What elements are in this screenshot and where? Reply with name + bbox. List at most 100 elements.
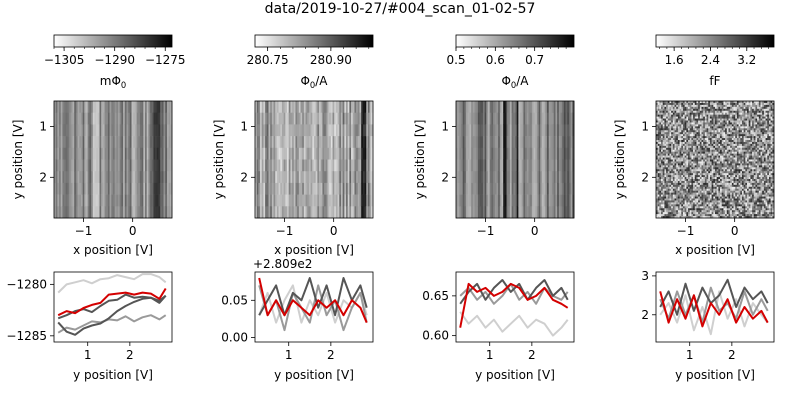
heatmap-cell: [516, 182, 519, 195]
heatmap-cell: [708, 149, 711, 152]
heatmap-cell: [720, 169, 723, 172]
heatmap-cell: [691, 175, 694, 178]
heatmap-cell: [701, 175, 704, 178]
heatmap-cell: [531, 159, 534, 172]
heatmap-cell: [511, 171, 514, 184]
heatmap-cell: [308, 171, 311, 184]
heatmap-cell: [694, 179, 697, 182]
heatmap-cell: [126, 136, 129, 149]
heatmap-cell: [731, 188, 734, 191]
heatmap-cell: [666, 196, 669, 199]
heatmap-cell: [718, 145, 721, 149]
heatmap-cell: [688, 204, 691, 207]
heatmap-cell: [310, 112, 313, 125]
heatmap-cell: [671, 188, 674, 191]
heatmap-cell: [723, 126, 726, 129]
heatmap-cell: [689, 128, 692, 131]
heatmap-cell: [709, 134, 712, 137]
heatmap-cell: [356, 101, 359, 113]
heatmap-cell: [706, 196, 709, 199]
heatmap-cell: [276, 159, 279, 172]
heatmap-cell: [314, 159, 316, 172]
heatmap-cell: [674, 116, 677, 119]
heatmap-cell: [335, 171, 338, 184]
heatmap-cell: [342, 112, 345, 125]
heatmap-cell: [129, 159, 132, 172]
heatmap-cell: [351, 182, 354, 195]
heatmap-cell: [75, 124, 78, 137]
heatmap-cell: [699, 134, 702, 137]
heatmap-cell: [79, 112, 82, 125]
heatmap-cell: [562, 159, 565, 172]
heatmap-cell: [703, 173, 706, 176]
heatmap-cell: [731, 110, 734, 113]
heatmap-cell: [138, 147, 141, 160]
heatmap-cell: [126, 206, 129, 219]
heatmap-cell: [153, 147, 156, 160]
heatmap-cell: [479, 159, 482, 172]
heatmap-cell: [718, 143, 721, 147]
heatmap-cell: [715, 216, 717, 219]
heatmap-cell: [677, 108, 680, 112]
heatmap-cell: [563, 182, 566, 195]
heatmap-cell: [711, 208, 714, 211]
heatmap-cell: [347, 206, 350, 219]
heatmap-cell: [701, 108, 704, 112]
heatmap-cell: [662, 134, 665, 137]
heatmap-cell: [168, 124, 171, 137]
heatmap-cell: [708, 143, 711, 147]
heatmap-cell: [148, 194, 151, 207]
heatmap-cell: [656, 124, 658, 127]
heatmap-cell: [679, 145, 682, 149]
heatmap-cell: [696, 114, 699, 117]
heatmap-cell: [113, 182, 115, 195]
heatmap-cell: [684, 120, 687, 123]
heatmap-cell: [666, 120, 669, 123]
heatmap-cell: [513, 101, 516, 113]
heatmap-cell: [666, 200, 669, 203]
heatmap-cell: [703, 106, 706, 110]
heatmap-cell: [708, 138, 711, 141]
heatmap-cell: [701, 157, 704, 160]
heatmap-cell: [287, 194, 290, 207]
heatmap-cell: [287, 159, 290, 172]
heatmap-cell: [723, 141, 726, 145]
heatmap-cell: [548, 136, 551, 149]
heatmap-cell: [699, 118, 702, 121]
heatmap-cell: [721, 108, 724, 112]
heatmap-cell: [682, 138, 685, 141]
heatmap-cell: [684, 122, 687, 125]
heatmap-cell: [467, 124, 470, 137]
heatmap-cell: [528, 112, 531, 125]
heatmap-cell: [686, 110, 689, 113]
heatmap-cell: [457, 124, 460, 137]
heatmap-cell: [565, 101, 568, 113]
heatmap-cell: [694, 130, 697, 133]
heatmap-cell: [530, 194, 533, 207]
heatmap-cell: [728, 171, 731, 174]
heatmap-cell: [686, 149, 689, 152]
heatmap-cell: [461, 124, 464, 137]
heatmap-cell: [133, 124, 136, 137]
heatmap-cell: [54, 147, 56, 160]
heatmap-cell: [114, 124, 117, 137]
heatmap-cell: [709, 188, 712, 191]
heatmap-cell: [533, 147, 536, 160]
heatmap-cell: [155, 112, 158, 125]
heatmap-cell: [320, 206, 323, 219]
heatmap-cell: [260, 147, 263, 160]
heatmap-cell: [342, 206, 345, 219]
heatmap-cell: [686, 122, 689, 125]
heatmap-cell: [661, 153, 664, 156]
heatmap-cell: [491, 136, 494, 149]
heatmap-cell: [70, 171, 73, 184]
heatmap-cell: [664, 116, 667, 119]
heatmap-cell: [703, 188, 706, 191]
heatmap-cell: [711, 157, 714, 160]
heatmap-cell: [730, 151, 733, 154]
heatmap-cell: [258, 171, 261, 184]
heatmap-cell: [165, 182, 168, 195]
heatmap-cell: [720, 163, 723, 166]
heatmap-cell: [711, 153, 714, 156]
heatmap-cell: [676, 120, 679, 123]
